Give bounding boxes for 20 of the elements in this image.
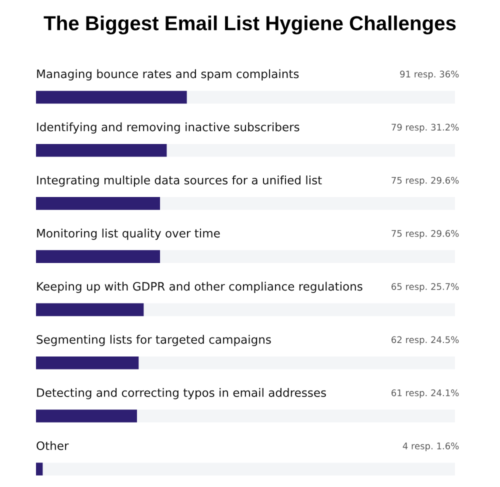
y-tick-label: Managing bounce rates and spam complaints (37, 69, 299, 80)
data-label: 91 resp. 36% (400, 70, 459, 80)
y-tick-label: Keeping up with GDPR and other compliance regulations (37, 282, 362, 293)
y-tick-label: Other (36, 441, 69, 450)
y-tick-label: Identifying and removing inactive subscribers (37, 122, 300, 134)
bar (36, 356, 139, 370)
data-label: 79 resp. 31.2% (392, 124, 459, 132)
data-label: 65 resp. 25.7% (392, 283, 459, 292)
data-label: 4 resp. 1.6% (402, 442, 459, 452)
bar (36, 462, 43, 476)
data-label: 62 resp. 24.5% (392, 336, 459, 345)
y-tick-label: Integrating multiple data sources for a unified list (37, 176, 322, 187)
y-tick-label: Segmenting lists for targeted campaigns (36, 334, 271, 346)
bar (36, 410, 137, 422)
data-label: 75 resp. 29.6% (392, 176, 459, 186)
chart-title: The Biggest Email List Hygiene Challenges (44, 16, 456, 34)
data-label: 75 resp. 29.6% (392, 230, 459, 239)
data-label: 61 resp. 24.1% (392, 389, 459, 398)
y-tick-label: Monitoring list quality over time (37, 228, 220, 240)
y-tick-label: Detecting and correcting typos in email addresses (37, 388, 326, 400)
